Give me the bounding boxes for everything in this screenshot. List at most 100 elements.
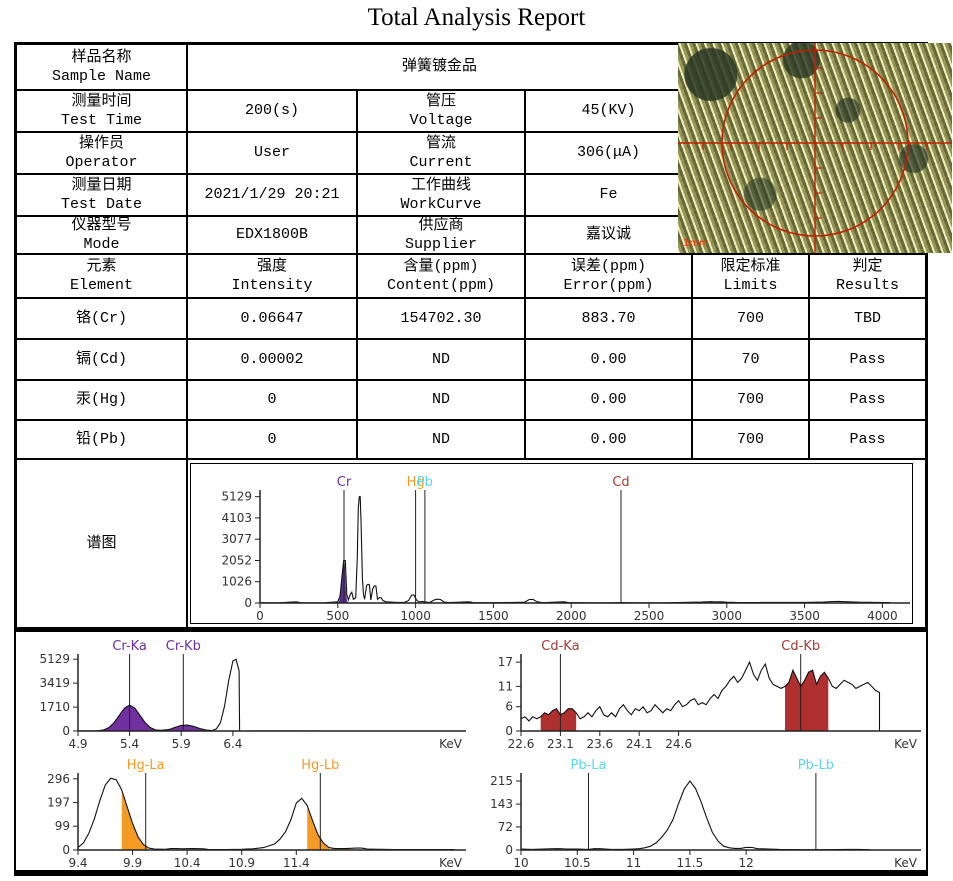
label-current: 管流 Current <box>357 132 525 174</box>
svg-text:5129: 5129 <box>39 652 70 666</box>
svg-text:23.1: 23.1 <box>547 737 574 751</box>
svg-text:10: 10 <box>513 856 528 870</box>
value-mode: EDX1800B <box>187 216 357 254</box>
value-supplier: 嘉议诚 <box>525 216 692 254</box>
svg-text:99: 99 <box>55 819 70 833</box>
element-name-cd: 镉(Cd) <box>16 339 187 380</box>
svg-text:1710: 1710 <box>39 700 70 714</box>
label-voltage: 管压 Voltage <box>357 90 525 132</box>
svg-text:10.5: 10.5 <box>564 856 591 870</box>
svg-text:9.4: 9.4 <box>68 856 87 870</box>
limit-pb: 700 <box>692 420 809 459</box>
svg-text:3419: 3419 <box>39 676 70 690</box>
value-test-date: 2021/1/29 20:21 <box>187 174 357 216</box>
svg-text:215: 215 <box>490 774 513 788</box>
cr-spectrum-slot: Cr-Ka Cr-Kb 0 1710 3419 5129 4.9 5.4 5.9 6.4 KeV <box>16 632 471 751</box>
label-workcurve: 工作曲线 WorkCurve <box>357 174 525 216</box>
result-cd: Pass <box>809 339 926 380</box>
svg-text:Cr-Ka: Cr-Ka <box>112 639 147 654</box>
svg-text:24.1: 24.1 <box>626 737 653 751</box>
svg-text:11.4: 11.4 <box>283 856 310 870</box>
svg-text:10.9: 10.9 <box>228 856 255 870</box>
pb-spectrum-chart: Pb-La Pb-Lb 0 72 143 215 10 10.5 11 11.5 12 KeV <box>490 758 921 870</box>
svg-text:Cr: Cr <box>337 475 352 490</box>
element-name-hg: 汞(Hg) <box>16 380 187 420</box>
svg-text:4000: 4000 <box>867 609 898 623</box>
hg-spectrum-slot: Hg-La Hg-Lb 0 99 197 296 9.4 9.9 10.4 10.9 11.4 KeV <box>16 751 471 870</box>
svg-text:Hg-Lb: Hg-Lb <box>301 758 339 773</box>
svg-text:Hg: Hg <box>407 475 425 490</box>
svg-text:Pb-La: Pb-La <box>571 758 607 773</box>
svg-text:5.9: 5.9 <box>172 737 191 751</box>
value-current: 306(μA) <box>525 132 692 174</box>
svg-text:Cr-Kb: Cr-Kb <box>166 639 201 654</box>
col-header-error: 误差(ppm) Error(ppm) <box>525 254 692 298</box>
value-test-time: 200(s) <box>187 90 357 132</box>
svg-text:9.9: 9.9 <box>123 856 142 870</box>
content-cd: ND <box>357 339 525 380</box>
svg-text:3500: 3500 <box>789 609 820 623</box>
svg-text:KeV: KeV <box>439 737 463 751</box>
svg-text:0: 0 <box>256 609 264 623</box>
svg-text:10.4: 10.4 <box>174 856 201 870</box>
photo-scale-text: 1mm <box>683 238 709 249</box>
cd-spectrum-chart: Cd-Ka Cd-Kb 0 6 11 17 22.6 23.1 23.6 24.1 24.6 KeV <box>498 639 921 751</box>
svg-text:1026: 1026 <box>221 575 252 589</box>
svg-text:Cd-Ka: Cd-Ka <box>541 639 579 654</box>
svg-text:11: 11 <box>626 856 641 870</box>
error-cr: 883.70 <box>525 298 692 339</box>
reticle-overlay <box>678 43 952 253</box>
svg-text:1500: 1500 <box>478 609 509 623</box>
svg-text:Pb: Pb <box>417 475 433 490</box>
spectrum-label: 谱图 <box>16 459 187 628</box>
col-header-intensity: 强度 Intensity <box>187 254 357 298</box>
label-supplier: 供应商 Supplier <box>357 216 525 254</box>
col-header-limits: 限定标准 Limits <box>692 254 809 298</box>
svg-text:Cd: Cd <box>612 475 629 490</box>
sample-photo: 1mm <box>678 43 952 253</box>
svg-text:0: 0 <box>244 596 252 610</box>
intensity-hg: 0 <box>187 380 357 420</box>
label-test-date: 测量日期 Test Date <box>16 174 187 216</box>
element-name-cr: 铬(Cr) <box>16 298 187 339</box>
value-sample-name: 弹簧镀金品 <box>187 44 692 90</box>
limit-cr: 700 <box>692 298 809 339</box>
limit-hg: 700 <box>692 380 809 420</box>
svg-text:6.4: 6.4 <box>223 737 242 751</box>
svg-text:KeV: KeV <box>439 856 463 870</box>
result-cr: TBD <box>809 298 926 339</box>
svg-text:5129: 5129 <box>221 490 252 504</box>
svg-text:500: 500 <box>326 609 349 623</box>
result-pb: Pass <box>809 420 926 459</box>
content-pb: ND <box>357 420 525 459</box>
value-operator: User <box>187 132 357 174</box>
svg-text:23.6: 23.6 <box>586 737 613 751</box>
col-header-content: 含量(ppm) Content(ppm) <box>357 254 525 298</box>
intensity-pb: 0 <box>187 420 357 459</box>
label-test-time: 测量时间 Test Time <box>16 90 187 132</box>
pb-spectrum-slot: Pb-La Pb-Lb 0 72 143 215 10 10.5 11 11.5 12 KeV <box>471 751 926 870</box>
svg-text:4.9: 4.9 <box>68 737 87 751</box>
limit-cd: 70 <box>692 339 809 380</box>
svg-text:12: 12 <box>738 856 753 870</box>
svg-text:KeV: KeV <box>894 856 918 870</box>
svg-text:0: 0 <box>505 724 513 738</box>
content-hg: ND <box>357 380 525 420</box>
svg-text:Pb-Lb: Pb-Lb <box>798 758 834 773</box>
svg-text:3000: 3000 <box>712 609 743 623</box>
page-title: Total Analysis Report <box>367 4 586 31</box>
svg-text:11: 11 <box>498 679 513 693</box>
element-spectra-box: Cr-Ka Cr-Kb 0 1710 3419 5129 4.9 5.4 5.9 6.4 KeV C… <box>14 630 928 876</box>
svg-text:Cd-Kb: Cd-Kb <box>781 639 820 654</box>
result-hg: Pass <box>809 380 926 420</box>
label-mode: 仪器型号 Mode <box>16 216 187 254</box>
svg-text:5.4: 5.4 <box>120 737 139 751</box>
svg-text:17: 17 <box>498 655 513 669</box>
svg-text:22.6: 22.6 <box>508 737 535 751</box>
error-cd: 0.00 <box>525 339 692 380</box>
svg-text:0: 0 <box>62 724 70 738</box>
hg-spectrum-chart: Hg-La Hg-Lb 0 99 197 296 9.4 9.9 10.4 10.9 11.4 KeV <box>47 758 466 870</box>
report-table: 样品名称 Sample Name 弹簧镀金品 <box>14 42 952 630</box>
svg-text:0: 0 <box>505 843 513 857</box>
